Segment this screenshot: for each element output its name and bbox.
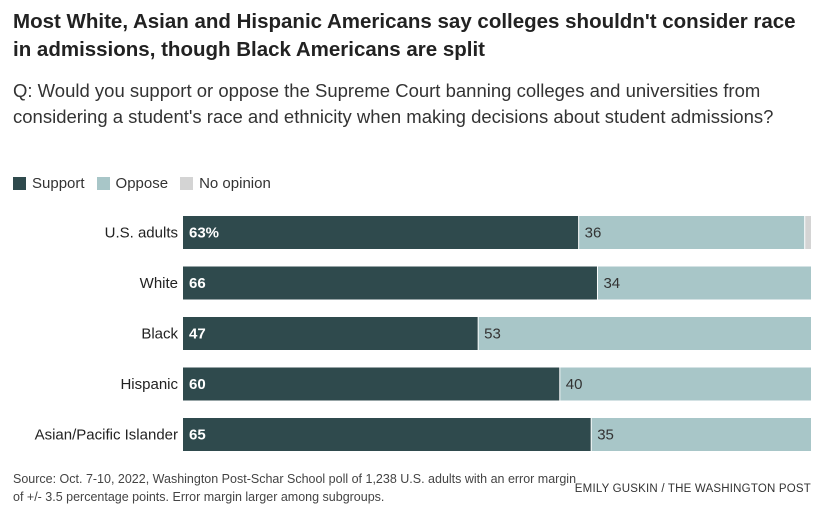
bar-segment-no-opinion bbox=[804, 216, 811, 249]
data-label: 36 bbox=[585, 225, 602, 242]
category-label: White bbox=[140, 275, 178, 292]
legend-item-oppose: Oppose bbox=[96, 174, 169, 192]
bar-segment-support bbox=[183, 418, 592, 451]
bar-segment-support bbox=[183, 266, 598, 300]
credit-line: EMILY GUSKIN / THE WASHINGTON POST bbox=[574, 483, 811, 495]
legend-label-oppose: Oppose bbox=[115, 174, 169, 192]
data-label: 60 bbox=[189, 376, 206, 393]
legend-swatch-no-opinion bbox=[180, 176, 194, 190]
legend: Support Oppose No opinion bbox=[13, 173, 283, 193]
legend-label-support: Support bbox=[32, 174, 85, 192]
bar-segment-oppose bbox=[478, 317, 811, 350]
category-label: Hispanic bbox=[120, 376, 178, 393]
bar-segment-oppose bbox=[578, 216, 805, 249]
category-label: U.S. adults bbox=[105, 225, 178, 242]
category-label: Black bbox=[141, 326, 178, 343]
legend-swatch-oppose bbox=[96, 176, 110, 190]
chart-title: Most White, Asian and Hispanic Americans… bbox=[13, 10, 796, 61]
legend-item-no-opinion: No opinion bbox=[180, 175, 271, 192]
data-label: 65 bbox=[189, 427, 206, 444]
bar-segment-support bbox=[183, 216, 579, 249]
data-label: 53 bbox=[484, 326, 501, 343]
bar-segment-oppose bbox=[559, 367, 811, 401]
legend-item-support: Support bbox=[13, 175, 85, 192]
data-label: 35 bbox=[597, 427, 614, 444]
chart-subtitle: Q: Would you support or oppose the Supre… bbox=[13, 80, 774, 127]
stacked-bar-chart: U.S. adults 63% 36 White 66 34 Black 47 53 Hispan… bbox=[35, 216, 811, 451]
category-label: Asian/Pacific Islander bbox=[35, 427, 178, 444]
data-label: 40 bbox=[566, 376, 583, 393]
bar-segment-support bbox=[183, 367, 560, 401]
source-note: Source: Oct. 7-10, 2022, Washington Post… bbox=[13, 472, 577, 504]
data-label: 63% bbox=[189, 225, 219, 242]
data-label: 66 bbox=[189, 275, 206, 292]
data-label: 47 bbox=[189, 326, 206, 343]
bar-segment-support bbox=[183, 317, 479, 350]
data-label: 34 bbox=[603, 275, 620, 292]
bar-segment-oppose bbox=[597, 266, 811, 300]
legend-label-no-opinion: No opinion bbox=[199, 174, 271, 192]
legend-swatch-support bbox=[13, 176, 26, 190]
bar-segment-oppose bbox=[591, 418, 811, 451]
